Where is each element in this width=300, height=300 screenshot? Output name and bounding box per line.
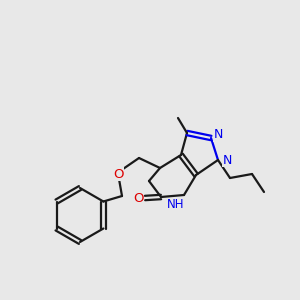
Text: O: O [113, 167, 123, 181]
Text: N: N [214, 128, 224, 142]
Text: N: N [223, 154, 232, 166]
Text: O: O [133, 191, 143, 205]
Text: NH: NH [167, 199, 185, 212]
